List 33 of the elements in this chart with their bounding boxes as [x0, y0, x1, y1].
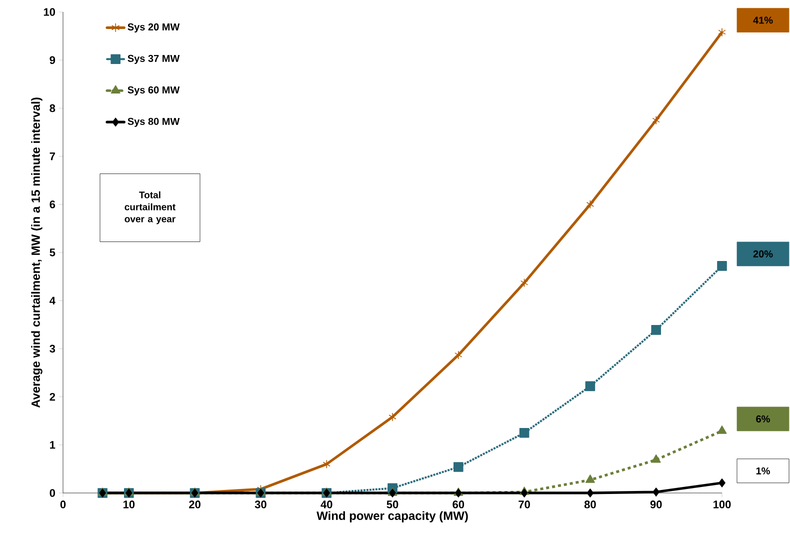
x-tick-label: 80: [584, 500, 596, 508]
y-axis-title: Average wind curtailment, MW (in a 15 minute interval): [31, 98, 42, 408]
x-tick-label: 30: [254, 500, 266, 508]
x-tick-label: 10: [123, 500, 135, 508]
y-tick-label: 9: [50, 56, 56, 64]
y-tick-label: 10: [44, 8, 56, 16]
text: 41%: [753, 16, 773, 24]
legend-label: Sys 80 MW: [128, 118, 180, 127]
x-tick-label: 20: [189, 500, 200, 508]
y-tick-label: 3: [50, 344, 56, 353]
annotation: Total curtailment over a year: [124, 191, 176, 224]
y-tick-label: 7: [50, 152, 55, 160]
legend-label: Sys 20 MW: [128, 23, 180, 32]
y-tick-label: 4: [50, 296, 56, 304]
x-tick-label: 50: [386, 500, 398, 508]
y-tick-label: 1: [50, 441, 56, 449]
legend-label: Sys 60 MW: [128, 86, 180, 96]
text: 6%: [756, 415, 770, 422]
text: 20%: [753, 250, 773, 258]
x-tick-label: 60: [452, 500, 464, 508]
y-tick-label: 2: [50, 392, 56, 401]
x-tick-label: 70: [518, 500, 530, 508]
x-axis-title: Wind power capacity (MW): [316, 511, 468, 522]
x-tick-label: 90: [650, 500, 662, 508]
y-tick-label: 0: [50, 489, 56, 497]
x-tick-label: 100: [714, 500, 731, 508]
x-tick-label: 0: [60, 500, 66, 508]
x-tick-label: 40: [320, 500, 332, 508]
y-tick-label: 6: [50, 200, 56, 208]
y-tick-label: 8: [50, 104, 56, 112]
y-tick-label: 5: [50, 248, 56, 256]
text: 1%: [756, 467, 770, 474]
legend-label: Sys 37 MW: [128, 54, 180, 64]
